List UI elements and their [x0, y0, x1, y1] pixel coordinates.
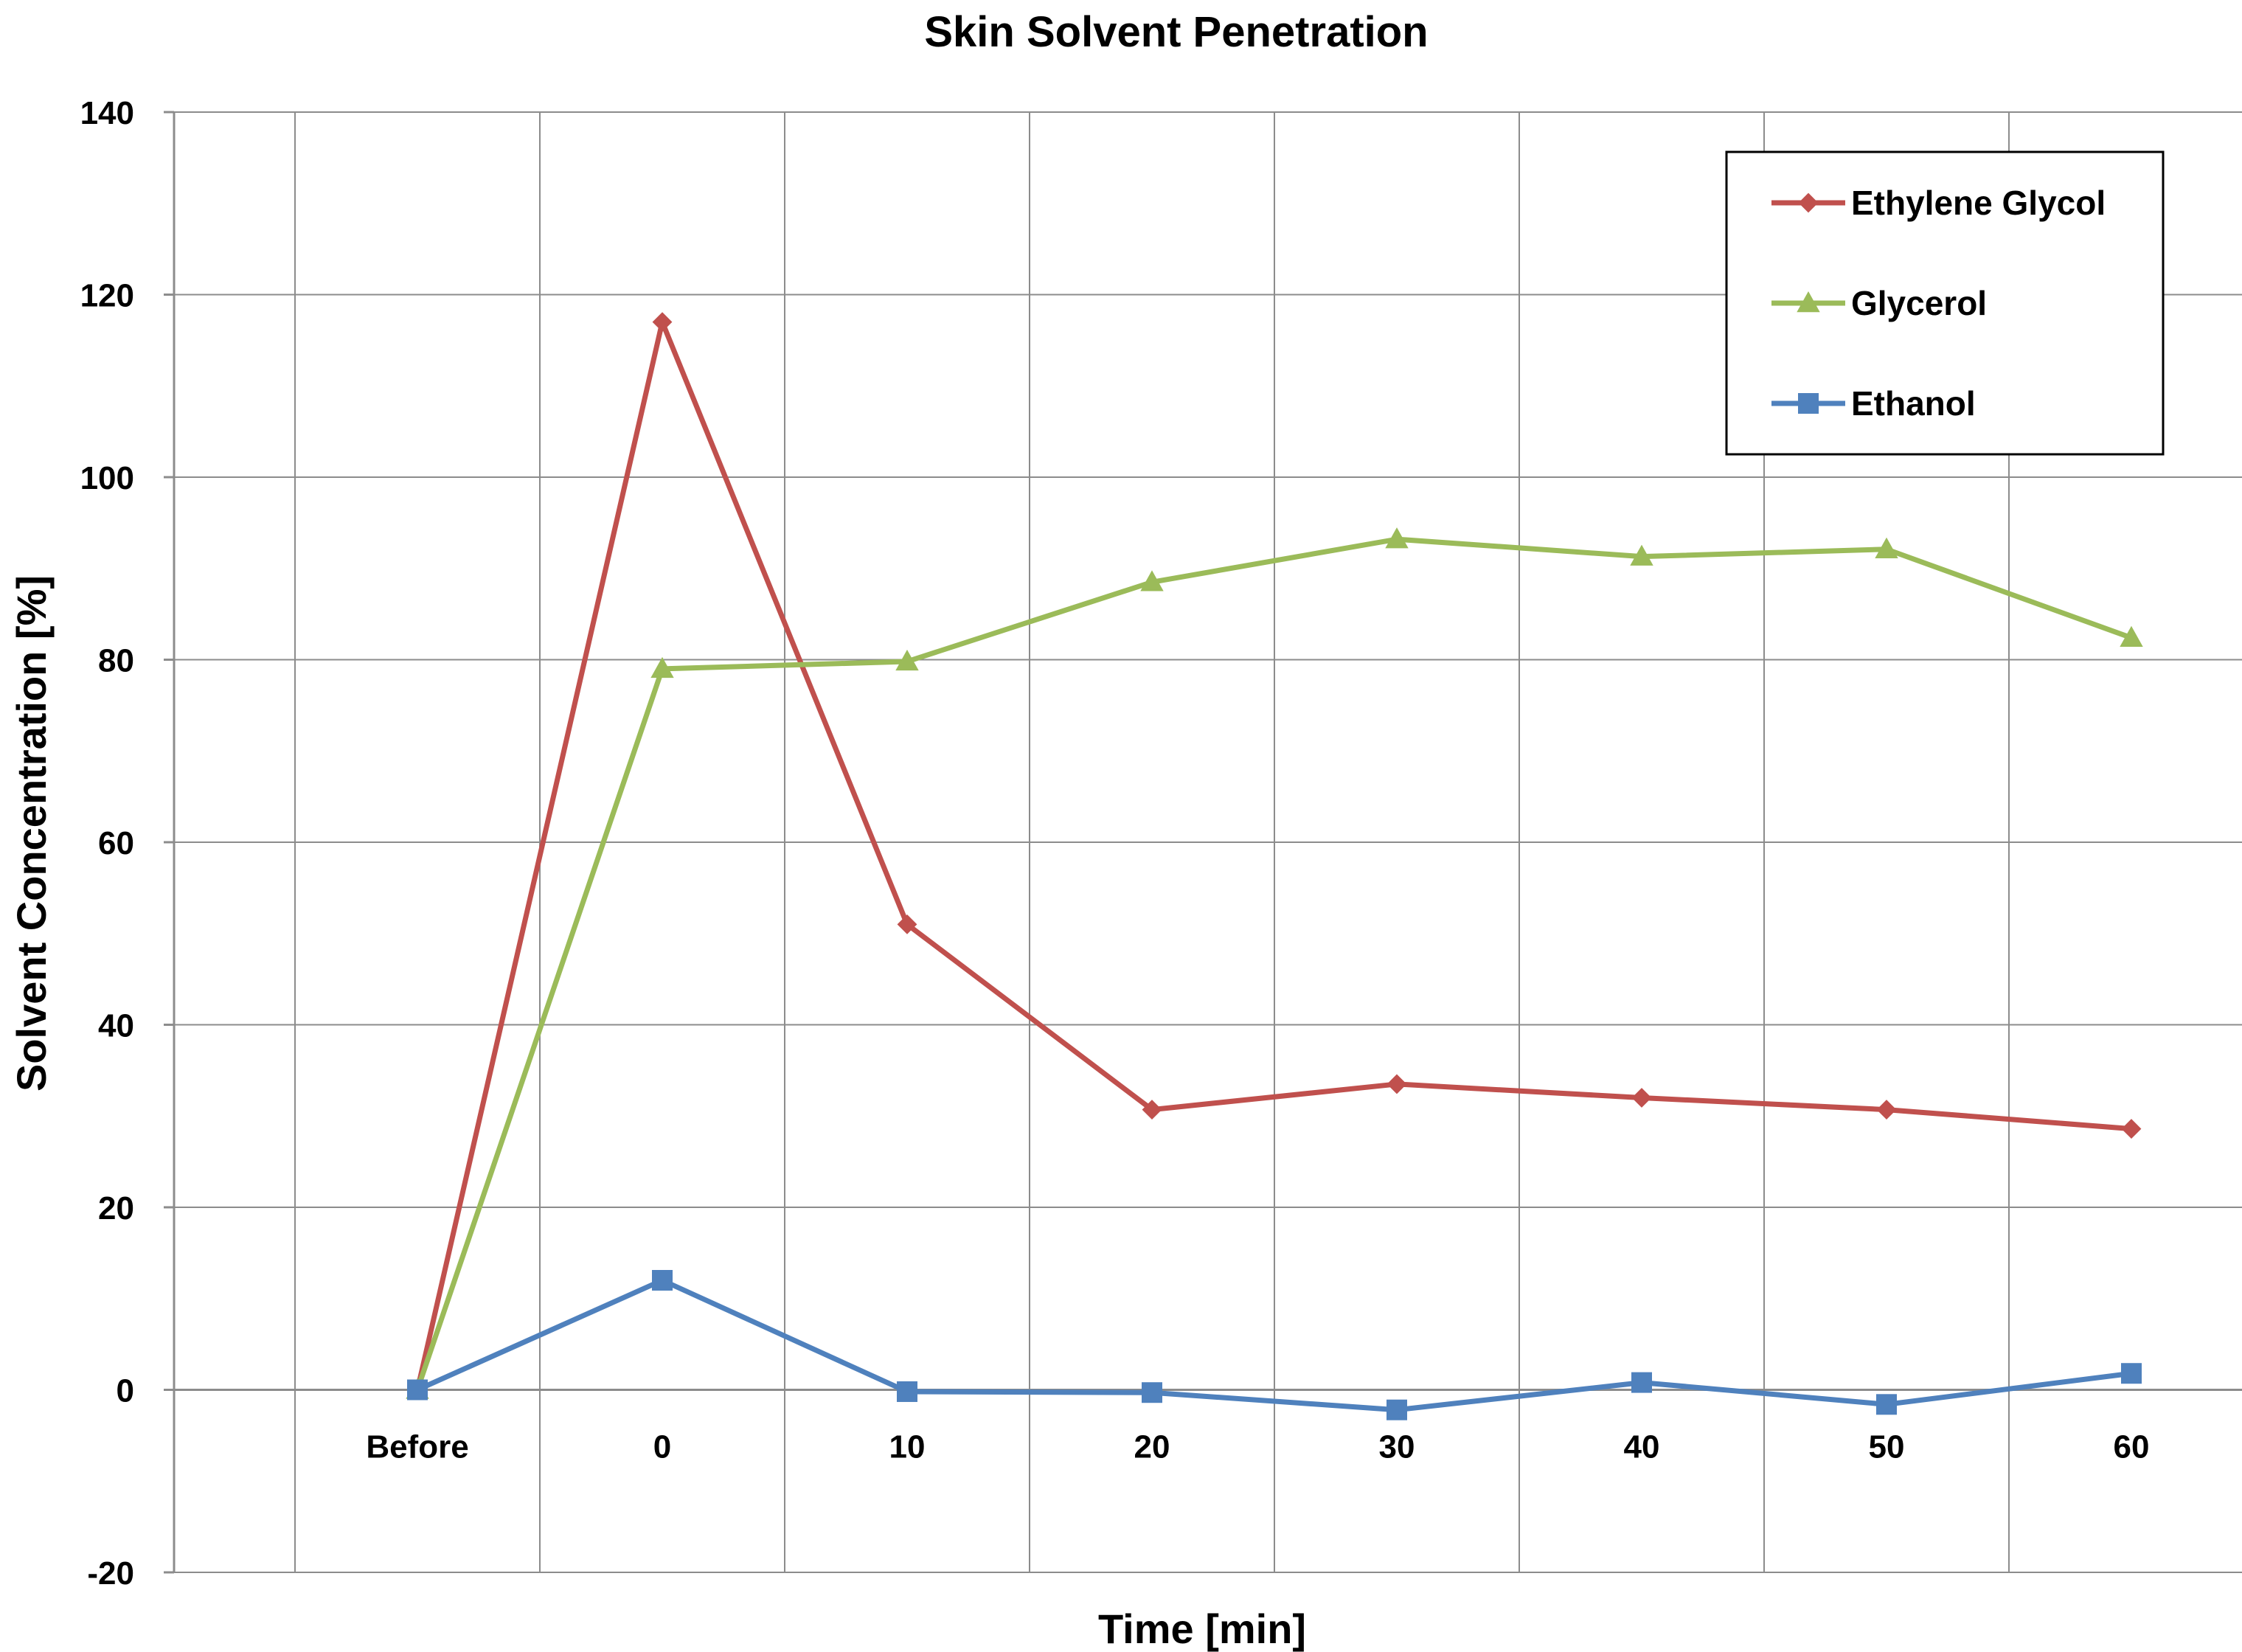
legend-item: Glycerol: [1771, 284, 1987, 322]
data-point: [1876, 1394, 1897, 1415]
y-tick-label: 40: [98, 1008, 134, 1044]
legend-label: Glycerol: [1851, 284, 1987, 322]
y-tick-label: 0: [117, 1373, 134, 1409]
series-ethanol: [407, 1270, 2142, 1420]
series-line: [414, 1277, 2134, 1413]
series-lines: [406, 312, 2143, 1420]
data-point: [895, 649, 919, 671]
data-point: [407, 1379, 428, 1401]
x-tick-label: 40: [1624, 1429, 1660, 1465]
series-line: [414, 536, 2134, 1392]
data-point: [652, 312, 673, 333]
data-point: [1142, 1382, 1162, 1403]
axes: [164, 111, 2242, 1574]
y-tick-label: -20: [87, 1555, 134, 1592]
y-tick-label: 140: [80, 95, 134, 131]
y-tick-label: 100: [80, 460, 134, 496]
grid-lines: [174, 111, 2242, 1573]
x-tick-label: 20: [1134, 1429, 1170, 1465]
legend-label: Ethanol: [1851, 384, 1976, 423]
data-point: [1631, 1088, 1652, 1108]
legend-item: Ethylene Glycol: [1771, 184, 2106, 222]
y-tick-label: 60: [98, 825, 134, 861]
data-point: [2120, 625, 2143, 647]
y-tick-label: 80: [98, 643, 134, 679]
legend-item: Ethanol: [1771, 384, 1976, 423]
data-point: [2121, 1363, 2142, 1384]
y-tick-label: 120: [80, 278, 134, 314]
legend: Ethylene Glycol Glycerol Ethanol: [1725, 150, 2165, 456]
x-tick-label: 0: [653, 1429, 671, 1465]
series-line: [414, 319, 2134, 1392]
data-point: [897, 1381, 917, 1402]
x-tick-label: 50: [1869, 1429, 1905, 1465]
y-tick-label: 20: [98, 1190, 134, 1226]
data-point: [1386, 1074, 1407, 1094]
data-point: [650, 656, 674, 678]
x-tick-label: 10: [889, 1429, 926, 1465]
data-point: [897, 914, 917, 934]
data-point: [2121, 1119, 2142, 1139]
legend-marker: [1798, 393, 1819, 414]
x-tick-label: 60: [2114, 1429, 2150, 1465]
series-ethylene-glycol: [407, 312, 2142, 1400]
x-tick-label: Before: [366, 1429, 468, 1465]
y-axis-label: Solvent Concentration [%]: [8, 575, 55, 1092]
data-point: [652, 1270, 673, 1291]
tick-labels: 140 120 100 80 60 40 20 0 -20 Before 0 10 20 30 40 50 60: [80, 95, 2150, 1592]
legend-label: Ethylene Glycol: [1851, 184, 2106, 222]
data-point: [1385, 527, 1409, 549]
legend-items: Ethylene Glycol Glycerol Ethanol: [1771, 184, 2106, 423]
data-point: [1386, 1399, 1407, 1420]
data-point: [1875, 537, 1898, 558]
data-point: [1631, 1372, 1652, 1393]
legend-marker: [1797, 291, 1820, 313]
x-axis-label: Time [min]: [1098, 1606, 1306, 1652]
data-point: [1876, 1100, 1897, 1120]
data-point: [1140, 570, 1164, 591]
data-point: [1142, 1100, 1162, 1120]
legend-marker: [1798, 192, 1819, 213]
data-point: [1630, 544, 1653, 566]
chart-title: Skin Solvent Penetration: [924, 8, 1428, 56]
x-tick-label: 30: [1379, 1429, 1415, 1465]
